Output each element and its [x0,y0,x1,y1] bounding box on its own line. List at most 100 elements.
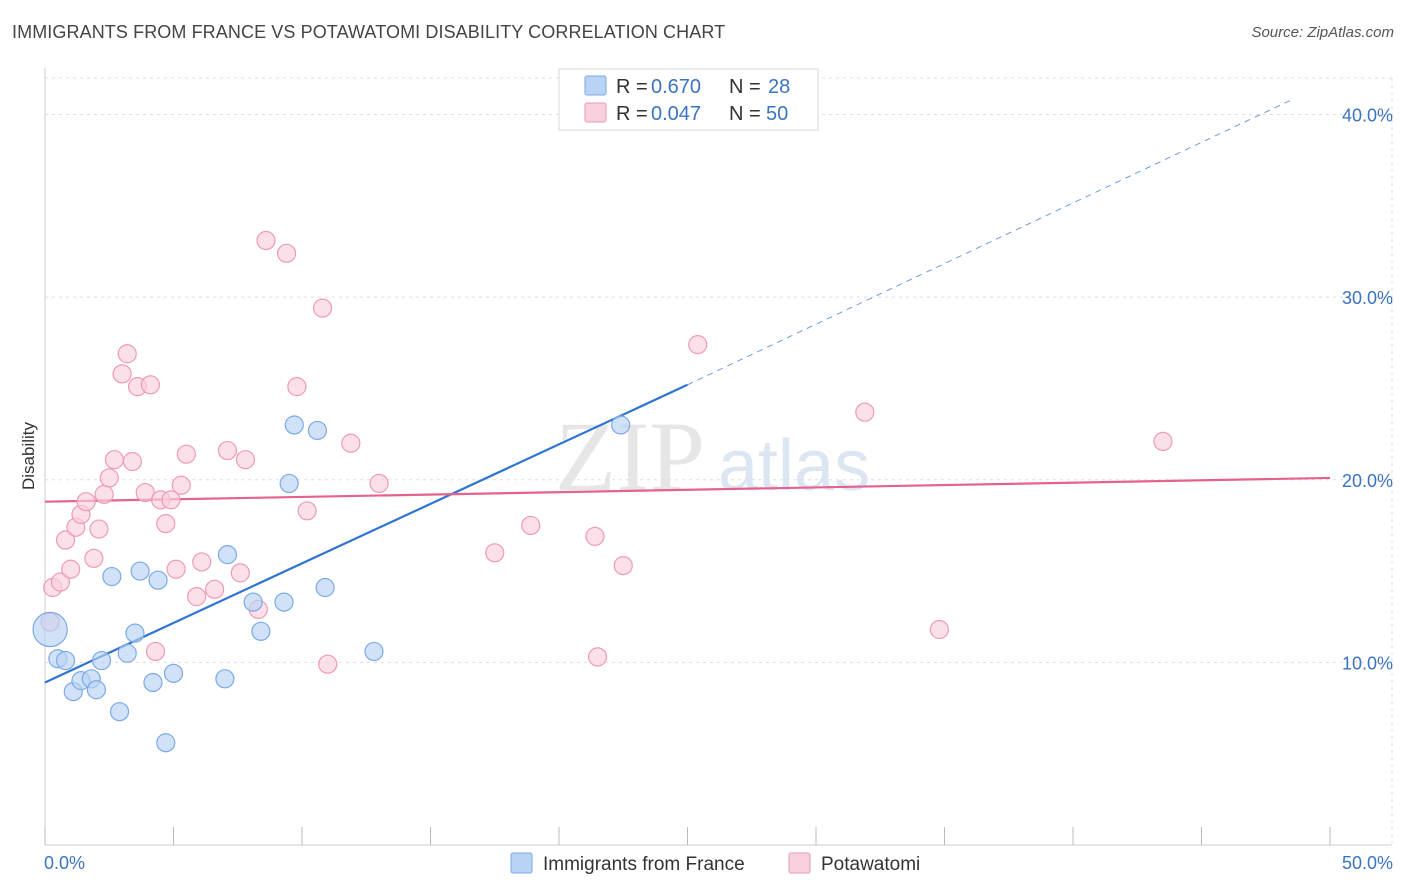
point-series0-16 [163,663,184,683]
legend: R = 0.670 N = 28 R = 0.047 N = 50 [558,68,819,131]
point-series1-39 [341,433,361,453]
point-series1-43 [585,526,605,546]
point-series1-3 [55,530,76,550]
legend-r-label-france: R = [616,76,648,98]
bottom-legend-swatch-potawatomi [788,852,811,874]
watermark: ZIP atlas [555,401,870,512]
trendline-extension-0 [687,99,1292,386]
point-series1-41 [485,543,505,563]
y-tick-label-0: 10.0% [1342,653,1393,673]
point-series0-12 [130,561,150,581]
point-series0-27 [611,415,631,435]
point-series0-9 [109,702,130,722]
point-series0-25 [315,577,335,598]
point-series1-49 [1153,431,1173,452]
chart-title: IMMIGRANTS FROM FRANCE VS POTAWATOMI DIS… [12,22,726,42]
point-series1-42 [521,515,541,536]
point-series1-14 [117,344,137,364]
point-series0-11 [125,623,145,643]
point-series0-0 [32,611,68,648]
point-series1-18 [140,375,160,395]
bottom-legend-swatch-france [510,852,533,874]
y-tick-label-1: 20.0% [1342,471,1393,491]
legend-r-value-potawatomi: 0.047 [651,103,701,125]
legend-r-label-potawatomi: R = [616,103,648,125]
point-series0-23 [284,415,304,435]
point-series1-48 [929,619,949,640]
y-tick-label-2: 30.0% [1342,288,1393,308]
grid-lines [45,77,1393,845]
point-series0-2 [55,650,76,671]
legend-n-value-france: 28 [768,76,790,98]
point-series1-36 [297,501,317,521]
trendline-1 [44,476,1331,503]
legend-n-value-potawatomi: 50 [766,103,788,125]
x-tick-label-max: 50.0% [1342,853,1393,873]
chart-source: Source: ZipAtlas.com [1251,24,1394,41]
point-series0-15 [156,733,176,753]
point-series1-13 [112,364,132,384]
point-series1-17 [135,482,155,503]
point-series1-19 [145,641,166,662]
legend-swatch-potawatomi [584,102,607,123]
point-series1-11 [99,468,119,488]
watermark-zip: ZIP [555,401,705,512]
point-series1-28 [205,579,225,599]
point-series0-22 [279,473,299,494]
point-series0-19 [243,592,263,612]
legend-r-value-france: 0.670 [651,76,701,98]
point-series1-29 [217,440,238,461]
point-series1-22 [161,490,181,510]
point-series1-2 [50,572,71,592]
point-series1-27 [192,552,212,572]
point-series1-46 [688,335,708,355]
point-series0-17 [215,669,235,689]
legend-n-label-potawatomi: N = [729,103,761,125]
point-series0-6 [86,680,107,700]
point-series0-13 [143,672,163,693]
legend-swatch-france [584,75,607,96]
point-series0-14 [148,570,168,590]
point-series0-21 [274,592,294,612]
point-series1-9 [89,519,109,539]
point-series1-23 [166,559,186,579]
point-series1-4 [61,559,81,579]
trend-lines [44,99,1331,684]
point-series1-21 [156,513,176,534]
point-series1-25 [176,444,196,464]
y-tick-label-3: 40.0% [1342,106,1393,126]
point-series1-47 [855,402,875,422]
point-series0-20 [251,621,271,641]
bottom-legend: Immigrants from France Potawatomi [510,852,920,875]
point-series1-34 [276,243,297,263]
point-series1-45 [613,555,633,576]
point-series0-10 [117,643,137,663]
point-series1-15 [122,451,142,472]
point-series1-12 [104,450,124,470]
point-series0-24 [307,420,328,441]
point-series1-40 [369,473,389,494]
point-series1-31 [235,450,256,470]
point-series1-8 [84,548,104,568]
point-series1-10 [94,484,114,504]
point-series0-8 [102,566,122,587]
axes [44,68,1392,846]
point-series0-26 [364,641,384,662]
point-series1-7 [76,492,96,512]
data-points [32,230,1173,753]
trendline-0 [44,383,688,684]
bottom-legend-label-france: Immigrants from France [543,854,745,875]
point-series0-7 [91,650,112,671]
bottom-legend-label-potawatomi: Potawatomi [821,854,920,875]
tick-labels: 10.0% 20.0% 30.0% 40.0% 0.0% 50.0% [44,106,1393,873]
point-series1-35 [287,377,307,397]
point-series1-44 [587,647,608,667]
legend-n-label-france: N = [729,76,761,98]
point-series1-37 [312,298,333,318]
point-series1-26 [187,587,207,607]
point-series1-38 [318,654,338,674]
point-series1-33 [256,230,276,251]
point-series1-24 [171,475,191,495]
x-tick-label-min: 0.0% [44,853,85,873]
